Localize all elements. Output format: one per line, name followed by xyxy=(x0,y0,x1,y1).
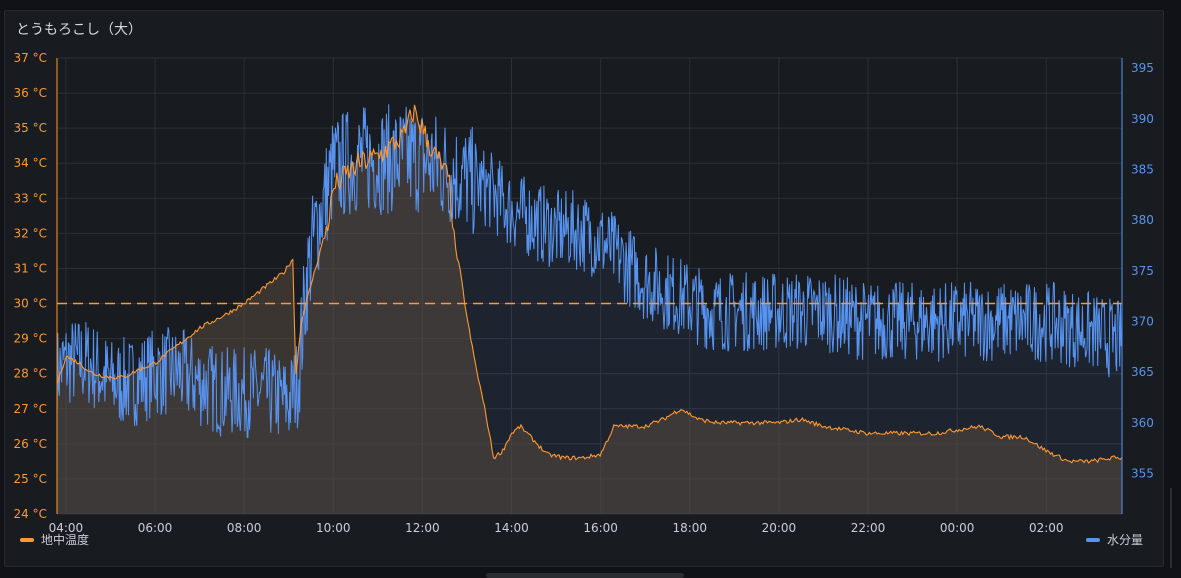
line-layer xyxy=(56,104,1123,464)
y-right-tick-label: 380 xyxy=(1131,213,1154,227)
y-left-tick-label: 28 °C xyxy=(14,367,47,381)
y-left-tick-label: 29 °C xyxy=(14,332,47,346)
y-left-tick-label: 35 °C xyxy=(14,121,47,135)
y-left-tick-label: 27 °C xyxy=(14,402,47,416)
y-left-tick-label: 37 °C xyxy=(14,51,47,65)
y-left-tick-label: 36 °C xyxy=(14,86,47,100)
area-layer xyxy=(57,104,1122,515)
x-tick-label: 18:00 xyxy=(672,521,707,535)
horizontal-scrollbar[interactable] xyxy=(486,573,684,578)
x-tick-label: 02:00 xyxy=(1029,521,1064,535)
y-left-tick-label: 24 °C xyxy=(14,507,47,521)
y-right-tick-label: 385 xyxy=(1131,162,1154,176)
x-tick-label: 14:00 xyxy=(494,521,529,535)
y-right-tick-label: 360 xyxy=(1131,416,1154,430)
x-tick-label: 12:00 xyxy=(405,521,440,535)
y-left-tick-label: 30 °C xyxy=(14,297,47,311)
legend-moisture-label: 水分量 xyxy=(1107,533,1144,547)
y-left-tick-label: 25 °C xyxy=(14,472,47,486)
y-left-tick-label: 31 °C xyxy=(14,261,47,275)
y-right-tick-label: 390 xyxy=(1131,112,1154,126)
x-tick-label: 10:00 xyxy=(316,521,351,535)
legend-temp-swatch xyxy=(20,537,34,542)
legend-temp[interactable]: 地中温度 xyxy=(20,531,89,548)
axis-layer: 04:00 06:00 08:00 10:00 12:00 14:00 16:00 18:00… xyxy=(14,51,1154,535)
legend-temp-label: 地中温度 xyxy=(41,533,90,547)
y-right-tick-label: 395 xyxy=(1131,61,1154,75)
legend-moisture-swatch xyxy=(1086,537,1100,542)
moisture-line xyxy=(56,104,1123,439)
y-left-tick-label: 34 °C xyxy=(14,156,47,170)
y-left-tick-label: 26 °C xyxy=(14,437,47,451)
temp-line xyxy=(56,104,1123,464)
x-tick-label: 06:00 xyxy=(138,521,173,535)
legend-moisture[interactable]: 水分量 xyxy=(1086,531,1143,548)
y-left-tick-label: 33 °C xyxy=(14,191,47,205)
y-right-tick-label: 370 xyxy=(1131,314,1154,328)
x-tick-label: 08:00 xyxy=(227,521,262,535)
x-tick-label: 22:00 xyxy=(851,521,886,535)
x-tick-label: 04:00 xyxy=(49,521,84,535)
y-right-tick-label: 355 xyxy=(1131,466,1154,480)
vertical-scrollbar[interactable] xyxy=(1170,488,1172,568)
x-tick-label: 00:00 xyxy=(940,521,975,535)
x-tick-label: 16:00 xyxy=(583,521,618,535)
x-tick-label: 20:00 xyxy=(762,521,797,535)
y-right-tick-label: 365 xyxy=(1131,365,1154,379)
panel-title: とうもろこし（大） xyxy=(16,22,142,38)
y-right-tick-label: 375 xyxy=(1131,264,1154,278)
temp-area xyxy=(57,104,1122,515)
y-left-tick-label: 32 °C xyxy=(14,226,47,240)
